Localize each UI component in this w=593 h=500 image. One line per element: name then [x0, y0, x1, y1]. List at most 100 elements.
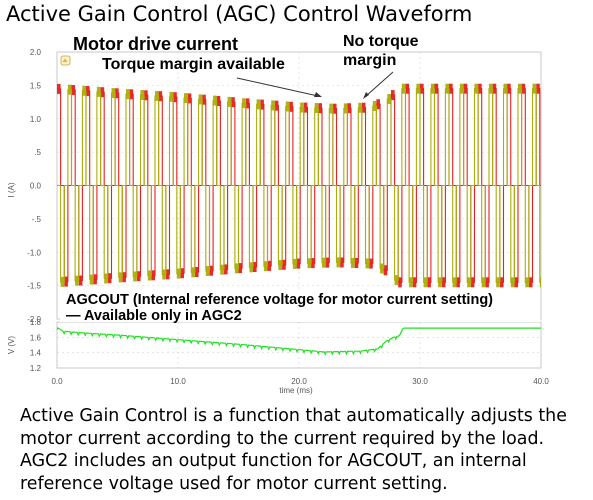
time-x-tick-label: 0.0: [51, 377, 63, 386]
chopping-block: [100, 87, 105, 98]
chopping-block: [278, 260, 282, 270]
chopping-block: [64, 276, 68, 287]
chopping-block: [314, 103, 319, 113]
agc2-note: — Available only in AGC2: [66, 308, 242, 324]
chopping-block: [300, 102, 304, 113]
chopping-block: [507, 83, 511, 94]
agcout-series: [56, 327, 541, 356]
chopping-block: [398, 277, 402, 288]
chopping-block: [89, 274, 94, 285]
chopping-block: [107, 273, 112, 284]
current-y-tick-label: -1.5: [27, 282, 41, 291]
chopping-block: [227, 96, 232, 107]
time-axis-label: time (ms): [279, 386, 313, 395]
chopping-block: [394, 275, 399, 286]
chopping-block: [162, 269, 166, 280]
current-y-tick-label: -.5: [32, 215, 42, 224]
agcout-y-ticks: 1.8 1.6 1.4 1.2: [30, 318, 42, 373]
chopping-block: [140, 90, 145, 100]
current-y-tick-label: 2.0: [30, 48, 42, 57]
chopping-block: [165, 269, 170, 280]
chopping-block: [180, 268, 184, 279]
chopping-block: [118, 272, 123, 283]
agcout-y-tick-label: 1.6: [30, 333, 42, 342]
chopping-block: [191, 267, 195, 278]
waveform-plot: 2.01.51.0.50.0-.5-1.0-1.5-2.0 1.81.61.41…: [7, 33, 549, 395]
chopping-block: [325, 257, 330, 268]
current-y-tick-label: -2.0: [27, 315, 41, 324]
chopping-block: [452, 277, 457, 288]
chopping-block: [147, 270, 152, 281]
chopping-block: [409, 277, 413, 288]
chopping-block: [205, 266, 210, 276]
chopping-block: [499, 277, 504, 288]
chopping-block: [430, 83, 435, 94]
chopping-block: [492, 83, 497, 94]
chopping-block: [343, 103, 348, 114]
chopping-block: [220, 264, 224, 275]
chopping-block: [282, 259, 286, 270]
chopping-block: [318, 103, 322, 114]
chopping-block: [194, 267, 199, 277]
chopping-block: [267, 260, 272, 271]
chopping-block: [144, 90, 148, 101]
chopping-block: [86, 86, 90, 97]
current-y-ticks: 2.0 1.5 1.0 .5 0.0 -.5 -1.0 -1.5 -2.0: [27, 48, 41, 324]
chopping-block: [176, 268, 181, 279]
chopping-block: [253, 262, 257, 272]
chopping-block: [336, 257, 341, 268]
time-x-tick-label: 20.0: [291, 377, 307, 386]
chopping-block: [365, 258, 370, 269]
chopping-block: [242, 98, 246, 109]
chopping-block: [151, 270, 155, 281]
chopping-block: [57, 83, 61, 94]
chopping-block: [322, 257, 326, 268]
chopping-block: [361, 102, 366, 113]
motor-drive-current-label: Motor drive current: [73, 34, 238, 54]
agcout-y-tick-label: 1.8: [30, 318, 42, 327]
chopping-block: [470, 277, 475, 288]
chopping-block: [263, 261, 268, 272]
chopping-block: [420, 83, 424, 94]
chopping-block: [463, 83, 468, 94]
chopping-block: [209, 265, 214, 276]
chopping-block: [329, 103, 333, 114]
chopping-block: [532, 83, 537, 94]
chopping-block: [427, 277, 431, 288]
chopping-block: [412, 277, 417, 288]
chopping-block: [71, 85, 76, 95]
current-y-tick-label: 1.5: [30, 81, 42, 90]
chopping-block: [231, 97, 235, 108]
chopping-block: [416, 83, 420, 94]
chopping-block: [449, 83, 453, 94]
legend-toggle-icon[interactable]: [60, 55, 71, 66]
chopping-block: [347, 103, 351, 114]
chopping-block: [438, 277, 442, 288]
page-title: Active Gain Control (AGC) Control Wavefo…: [6, 2, 473, 26]
current-y-tick-label: 0.0: [30, 182, 42, 191]
chopping-block: [155, 91, 159, 101]
chopping-block: [133, 271, 137, 282]
agcout-y-tick-label: 1.2: [30, 364, 42, 373]
chopping-block: [238, 263, 243, 274]
chopping-block: [358, 102, 362, 113]
chopping-block: [158, 91, 163, 102]
time-x-tick-label: 40.0: [533, 377, 549, 386]
chopping-block: [340, 257, 344, 268]
annotation-backdrop: [60, 290, 540, 322]
chopping-block: [111, 88, 116, 99]
chopping-block: [525, 277, 529, 288]
current-y-tick-label: 1.0: [30, 115, 42, 124]
time-x-tick-label: 30.0: [412, 377, 428, 386]
chopping-block: [82, 85, 86, 96]
no-torque-margin-line-1: No torque: [343, 33, 419, 50]
agcout-panel-frame: [56, 321, 542, 369]
current-series: [57, 83, 541, 288]
chopping-block: [521, 83, 526, 94]
chopping-block: [369, 258, 373, 269]
chopping-block: [104, 273, 108, 284]
chopping-block: [518, 83, 522, 94]
chopping-block: [67, 84, 72, 95]
chopping-block: [474, 83, 479, 94]
chopping-block: [285, 101, 290, 112]
